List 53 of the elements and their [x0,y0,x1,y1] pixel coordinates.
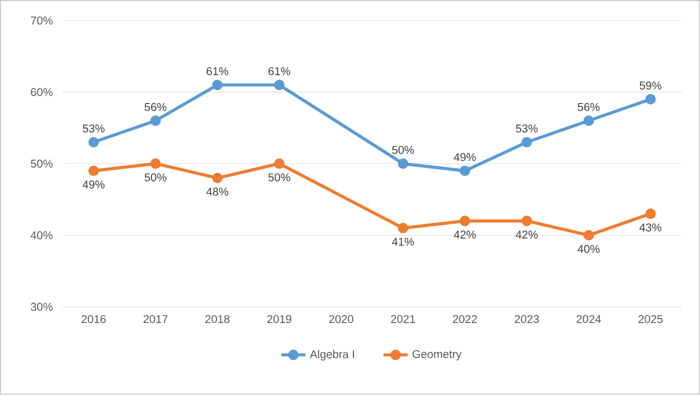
x-tick-label: 2021 [391,315,416,324]
data-label: 48% [206,188,228,196]
data-label: 53% [516,124,538,133]
data-label: 41% [392,238,414,246]
point [150,158,161,170]
point [274,80,285,90]
data-label: 61% [206,67,228,76]
point [88,137,99,148]
data-label: 56% [144,103,166,112]
legend-label: Algebra I [310,350,354,361]
x-tick-label: 2024 [576,315,601,324]
y-tick-label: 60% [30,88,53,96]
x-tick-label: 2025 [638,315,663,324]
point [460,166,470,176]
x-tick-label: 2018 [205,315,230,324]
point [583,116,594,126]
point [212,172,223,184]
data-label: 50% [268,174,290,182]
y-tick-label: 30% [30,302,53,311]
point [645,208,656,220]
legend-label: Geometry [412,350,462,361]
point [274,158,285,170]
point [522,216,532,226]
data-label: 61% [268,67,290,76]
point [583,230,594,241]
data-label: 42% [516,230,538,239]
x-tick-label: 2017 [144,315,168,324]
y-tick-label: 70% [30,16,53,25]
point [522,137,532,148]
point [460,216,470,226]
x-tick-label: 2016 [82,315,106,324]
data-label: 49% [82,180,105,189]
point [212,80,223,90]
y-tick-label: 50% [30,160,53,168]
point [398,223,408,234]
point [150,116,161,126]
data-label: 49% [454,153,476,162]
x-tick-label: 2022 [452,315,477,324]
y-tick-label: 40% [30,231,53,240]
x-tick-label: 2020 [329,315,354,324]
point [645,94,656,105]
data-label: 42% [454,230,476,239]
data-label: 43% [640,224,662,232]
x-tick-label: 2023 [514,315,539,324]
data-label: 56% [578,103,600,112]
data-label: 40% [578,245,600,254]
data-label: 59% [640,82,662,90]
x-tick-label: 2019 [267,315,292,324]
data-label: 53% [82,124,105,133]
point [398,158,408,170]
point [88,166,99,176]
data-label: 50% [144,174,166,182]
data-label: 50% [392,146,414,154]
